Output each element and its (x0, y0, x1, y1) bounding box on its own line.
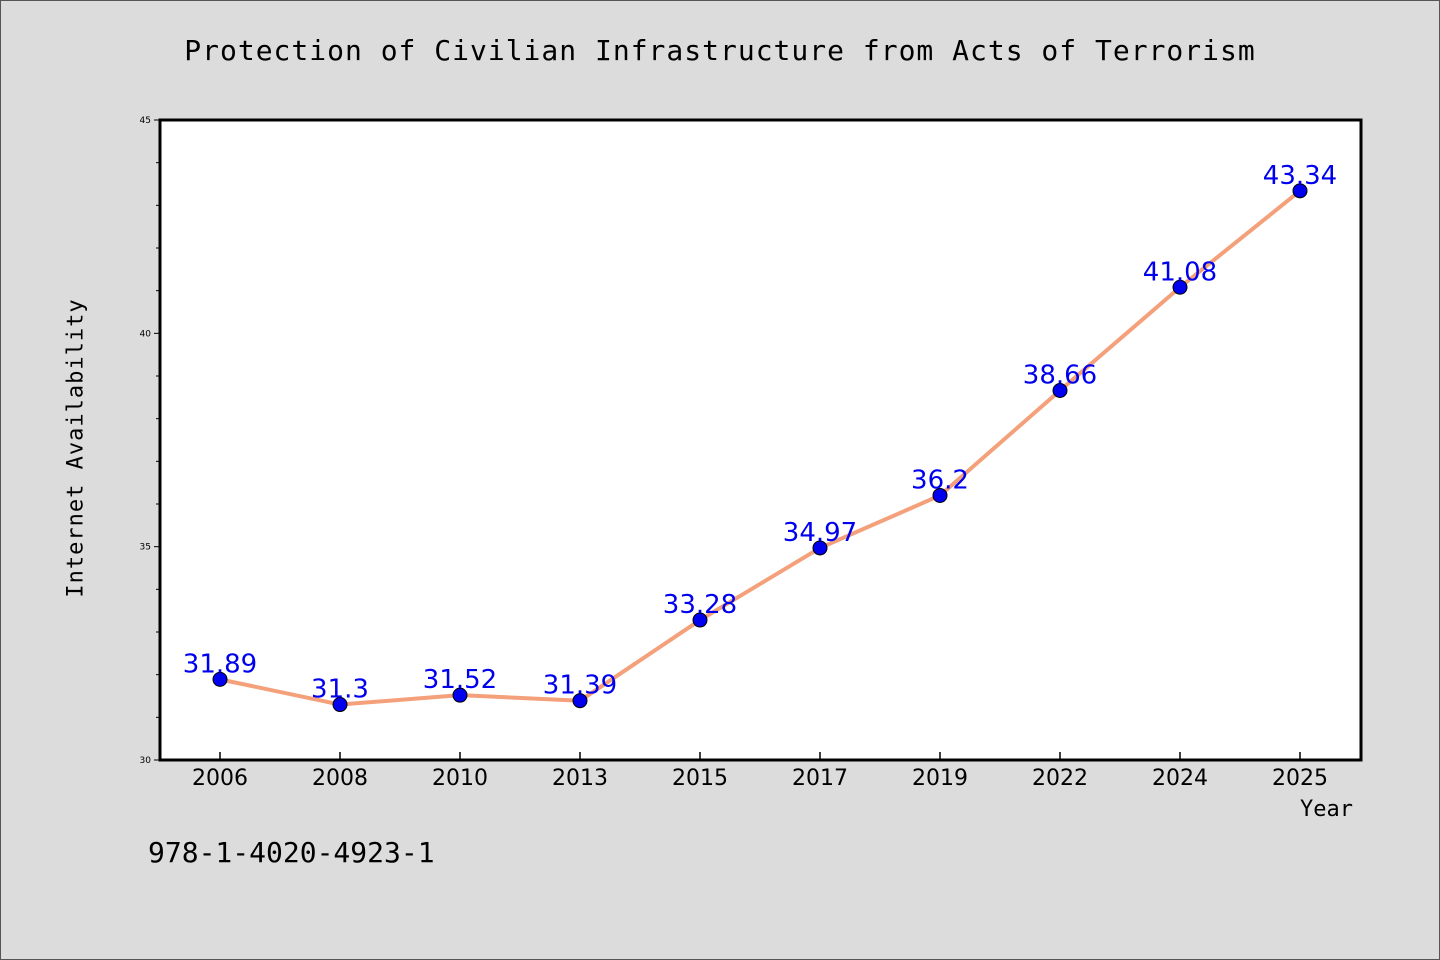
y-tick-label: 40 (140, 329, 152, 339)
x-tick-label: 2010 (432, 766, 488, 791)
data-label: 31.89 (183, 649, 257, 679)
data-point (212, 671, 228, 687)
data-label: 31.52 (423, 665, 497, 695)
x-tick-label: 2013 (552, 766, 608, 791)
data-point (1052, 383, 1068, 399)
plot-border (158, 118, 1363, 762)
data-label: 41.08 (1143, 257, 1217, 287)
plot-area (160, 120, 1361, 760)
x-tick-label: 2022 (1032, 766, 1088, 791)
data-point (452, 687, 468, 703)
data-point (932, 487, 948, 503)
x-tick-label: 2019 (912, 766, 968, 791)
x-tick-label: 2024 (1152, 766, 1208, 791)
data-point (572, 693, 588, 709)
x-tick-label: 2008 (312, 766, 368, 791)
data-label: 31.39 (543, 671, 617, 701)
data-label: 34.97 (783, 518, 857, 548)
data-label: 43.34 (1263, 161, 1337, 191)
data-point (1292, 183, 1308, 199)
data-point (692, 612, 708, 628)
data-label: 36.2 (911, 465, 969, 495)
chart-title: Protection of Civilian Infrastructure fr… (184, 34, 1256, 67)
series-line (218, 188, 1302, 707)
y-tick-label: 35 (140, 543, 151, 553)
x-axis-label: Year (1300, 797, 1353, 822)
data-label: 31.3 (311, 675, 369, 705)
footer-isbn: 978-1-4020-4923-1 (148, 836, 435, 869)
data-point (332, 697, 348, 713)
data-label: 38.66 (1023, 361, 1097, 391)
data-point (1172, 279, 1188, 295)
y-tick-label: 45 (140, 116, 151, 126)
x-tick-label: 2017 (792, 766, 848, 791)
x-tick-label: 2015 (672, 766, 728, 791)
data-point (812, 540, 828, 556)
x-tick-label: 2025 (1272, 766, 1328, 791)
y-tick-label: 30 (140, 756, 152, 766)
x-tick-label: 2006 (192, 766, 248, 791)
data-label: 33.28 (663, 590, 737, 620)
